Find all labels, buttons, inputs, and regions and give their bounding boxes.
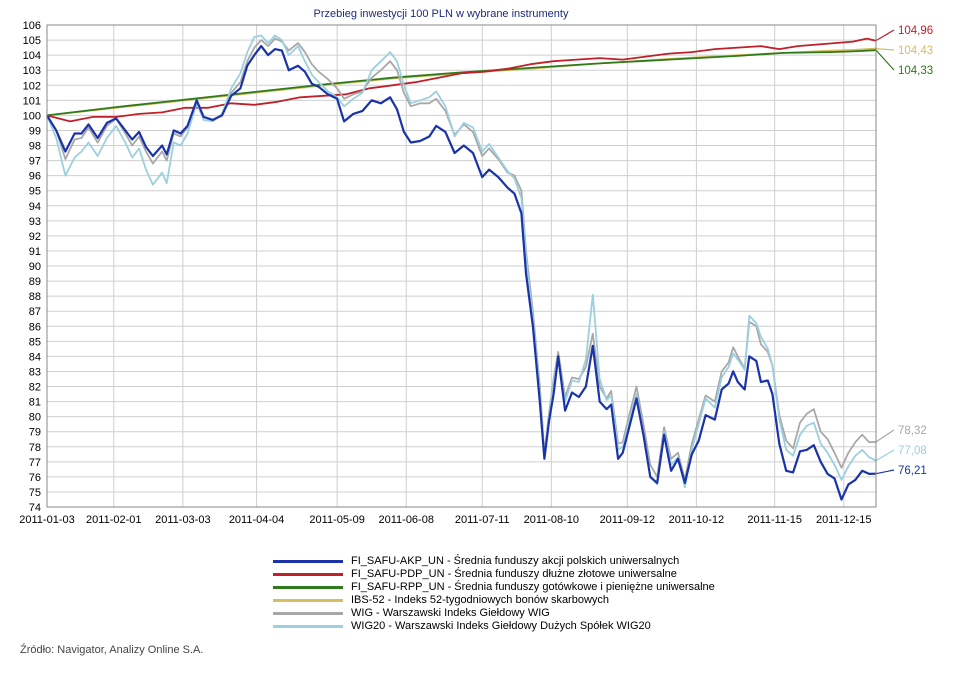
series-line-0 — [46, 45, 877, 501]
series-line-2 — [46, 49, 877, 117]
y-tick-label: 86 — [29, 321, 41, 333]
y-tick-label: 89 — [29, 276, 41, 288]
y-tick-label: 79 — [29, 427, 41, 439]
y-tick-label: 83 — [29, 366, 41, 378]
legend-item: FI_SAFU-PDP_UN - Średnia funduszy dłużne… — [273, 568, 715, 581]
y-tick-label: 93 — [29, 216, 41, 228]
x-tick-label: 2011-10-12 — [669, 514, 724, 526]
y-tick-label: 91 — [29, 246, 41, 258]
legend-item: WIG - Warszawski Indeks Giełdowy WIG — [273, 607, 715, 620]
series-line-5 — [46, 34, 877, 489]
end-leader — [875, 48, 895, 51]
legend-item: WIG20 - Warszawski Indeks Giełdowy Dużyc… — [273, 620, 715, 633]
end-labels: 76,21 104,96 104,33 104,43 78,32 77,08 — [875, 25, 933, 477]
y-tick-label: 82 — [29, 382, 41, 394]
y-tick-label: 85 — [29, 336, 41, 348]
grid — [46, 24, 876, 508]
y-tick-label: 88 — [29, 291, 41, 303]
x-tick-label: 2011-02-01 — [86, 514, 141, 526]
end-leader — [875, 29, 895, 42]
plot-frame — [46, 24, 877, 508]
legend-item: FI_SAFU-AKP_UN - Średnia funduszy akcji … — [273, 555, 715, 568]
end-leader — [875, 469, 895, 475]
y-tick-label: 104 — [23, 50, 41, 62]
y-tick-label: 76 — [29, 472, 41, 484]
legend-label: FI_SAFU-RPP_UN - Średnia funduszy gotówk… — [351, 581, 715, 593]
end-value-label: 104,96 — [898, 25, 933, 37]
y-tick-label: 78 — [29, 442, 41, 454]
legend-item: FI_SAFU-RPP_UN - Średnia funduszy gotówk… — [273, 581, 715, 594]
y-tick-label: 103 — [23, 65, 41, 77]
x-tick-label: 2011-08-10 — [524, 514, 579, 526]
y-tick-label: 84 — [29, 351, 41, 363]
end-value-label: 76,21 — [898, 465, 927, 477]
end-value-label: 78,32 — [898, 425, 927, 437]
end-leader — [875, 449, 895, 462]
series-line-3 — [46, 47, 877, 117]
legend-label: WIG20 - Warszawski Indeks Giełdowy Dużyc… — [351, 620, 651, 632]
series-line-4 — [46, 37, 877, 481]
legend-swatch — [273, 586, 343, 589]
end-value-label: 104,33 — [898, 65, 933, 77]
y-tick-label: 92 — [29, 231, 41, 243]
y-tick-label: 87 — [29, 306, 41, 318]
legend-swatch — [273, 599, 343, 602]
legend-label: WIG - Warszawski Indeks Giełdowy WIG — [351, 607, 550, 619]
legend-label: FI_SAFU-AKP_UN - Średnia funduszy akcji … — [351, 555, 680, 567]
x-tick-label: 2011-01-03 — [19, 514, 74, 526]
x-tick-label: 2011-09-12 — [600, 514, 655, 526]
y-tick-label: 77 — [29, 457, 41, 469]
y-tick-label: 102 — [23, 80, 41, 92]
legend-swatch — [273, 625, 343, 628]
end-leader — [875, 49, 895, 71]
y-tick-label: 81 — [29, 397, 41, 409]
x-axis: 2011-01-03 2011-02-01 2011-03-03 2011-04-04… — [19, 514, 871, 526]
y-tick-label: 96 — [29, 171, 41, 183]
legend-item: IBS-52 - Indeks 52-tygodniowych bonów sk… — [273, 594, 715, 607]
y-tick-label: 99 — [29, 125, 41, 137]
series-line-1 — [46, 37, 877, 123]
series-layer — [46, 34, 877, 501]
y-tick-label: 94 — [29, 201, 41, 213]
legend: FI_SAFU-AKP_UN - Średnia funduszy akcji … — [273, 555, 715, 633]
legend-swatch — [273, 612, 343, 615]
y-tick-label: 95 — [29, 186, 41, 198]
x-tick-label: 2011-07-11 — [455, 514, 510, 526]
x-tick-label: 2011-05-09 — [309, 514, 364, 526]
y-tick-label: 97 — [29, 156, 41, 168]
x-tick-label: 2011-06-08 — [379, 514, 434, 526]
legend-swatch — [273, 560, 343, 563]
y-tick-label: 75 — [29, 487, 41, 499]
legend-label: IBS-52 - Indeks 52-tygodniowych bonów sk… — [351, 594, 610, 606]
y-tick-label: 101 — [23, 95, 41, 107]
chart-title: Przebieg inwestycji 100 PLN w wybrane in… — [314, 8, 569, 20]
end-value-label: 104,43 — [898, 45, 933, 57]
y-tick-label: 100 — [23, 110, 41, 122]
y-tick-label: 90 — [29, 261, 41, 273]
y-tick-label: 80 — [29, 412, 41, 424]
end-leader — [875, 429, 895, 443]
end-value-label: 77,08 — [898, 445, 927, 457]
y-tick-label: 106 — [23, 20, 41, 32]
line-chart: Przebieg inwestycji 100 PLN w wybrane in… — [19, 8, 933, 526]
x-tick-label: 2011-03-03 — [155, 514, 210, 526]
y-tick-label: 74 — [29, 502, 41, 514]
source-note: Źródło: Navigator, Analizy Online S.A. — [20, 644, 204, 656]
legend-label: FI_SAFU-PDP_UN - Średnia funduszy dłużne… — [351, 568, 677, 580]
y-tick-label: 105 — [23, 35, 41, 47]
y-tick-label: 98 — [29, 141, 41, 153]
x-tick-label: 2011-11-15 — [747, 514, 802, 526]
x-tick-label: 2011-12-15 — [816, 514, 871, 526]
legend-swatch — [273, 573, 343, 576]
x-tick-label: 2011-04-04 — [229, 514, 284, 526]
y-axis: 74 75 76 77 78 79 80 81 82 83 84 85 86 87 88 89 90 91 92 93… — [23, 20, 41, 514]
